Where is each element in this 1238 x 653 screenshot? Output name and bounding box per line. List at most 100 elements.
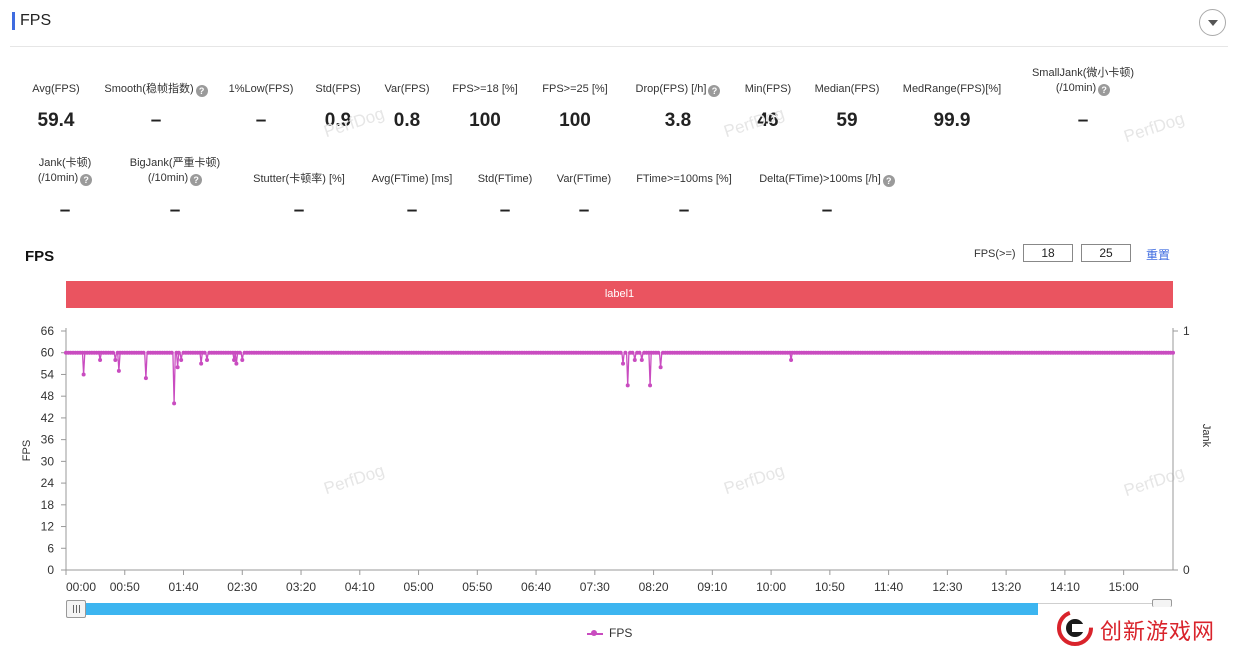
reset-button[interactable]: 重置 — [1146, 248, 1171, 262]
data-point-dip — [234, 361, 239, 366]
metric-value: 3.8 — [664, 110, 692, 131]
range-slider-selection[interactable] — [75, 603, 1038, 615]
metric-label: Avg(FTime) [ms] — [371, 173, 453, 185]
y-axis-title: FPS — [21, 440, 33, 461]
metric-label: MedRange(FPS)[%] — [902, 83, 1002, 95]
fps-line-chart: 0 6 12 18 24 30 36 42 48 54 60 66 0 1 00:00 00:50 01:40 0… — [21, 324, 1212, 594]
slider-handle-right[interactable] — [1152, 599, 1172, 607]
threshold-input-2[interactable] — [1081, 244, 1131, 262]
x-tick-label: 14:10 — [1050, 580, 1080, 594]
x-tick-label: 05:50 — [462, 580, 492, 594]
data-point-dip — [625, 383, 630, 388]
data-point-dip — [240, 357, 245, 362]
y-tick-label: 24 — [41, 476, 55, 490]
metric-label: Var(FPS) — [384, 83, 430, 95]
metric-label: FPS>=25 [%] — [542, 83, 608, 95]
section-title: FPS — [20, 12, 52, 29]
metric-label: FPS>=18 [%] — [452, 83, 518, 95]
y2-tick-label: 0 — [1183, 563, 1190, 577]
help-icon[interactable]: ? — [882, 175, 895, 187]
x-tick-label: 11:40 — [874, 580, 903, 594]
metric-medrange-fps: MedRange(FPS)[%] 99.9 — [896, 82, 1008, 131]
metric-value: 59.4 — [37, 110, 75, 131]
metric-label: FTime>=100ms [%] — [636, 173, 732, 185]
metric-drop-fps: Drop(FPS) [/h]? 3.8 — [626, 82, 730, 131]
threshold-input-1[interactable] — [1023, 244, 1073, 262]
data-point-dip — [81, 372, 86, 377]
metric-label: Drop(FPS) [/h] — [635, 83, 707, 95]
x-tick-label: 01:40 — [169, 580, 199, 594]
data-point-dip — [179, 357, 184, 362]
metric-label: Median(FPS) — [814, 83, 880, 95]
range-slider-track[interactable] — [1038, 603, 1168, 615]
x-tick-label: 07:30 — [580, 580, 610, 594]
data-point-dip — [143, 376, 148, 381]
metric-label: SmallJank(微小卡顿) — [1031, 67, 1135, 79]
metric-value: 100 — [469, 110, 501, 131]
help-icon[interactable]: ? — [1098, 84, 1111, 96]
metric-smalljank: SmallJank(微小卡顿) (/10min)? – — [1020, 66, 1146, 131]
section-accent-bar — [12, 12, 15, 30]
metric-var-fps: Var(FPS) 0.8 — [376, 82, 438, 131]
collapse-button[interactable] — [1199, 9, 1226, 36]
help-icon[interactable]: ? — [195, 85, 208, 97]
x-tick-label: 00:50 — [110, 580, 140, 594]
site-watermark-logo: 创新游戏网 — [1056, 608, 1231, 648]
label-bar[interactable]: label1 — [66, 281, 1173, 308]
metric-label: 1%Low(FPS) — [228, 83, 294, 95]
metric-std-ftime: Std(FTime) – — [470, 172, 540, 221]
metric-stutter: Stutter(卡顿率) [%] – — [244, 172, 354, 221]
metric-label: Stutter(卡顿率) [%] — [253, 173, 345, 185]
metric-value: 100 — [559, 110, 591, 131]
y2-axis-title: Jank — [1200, 424, 1212, 448]
metric-fps-ge-18: FPS>=18 [%] 100 — [446, 82, 524, 131]
brand-logo-icon — [1057, 610, 1093, 646]
chart-title: FPS — [25, 248, 55, 265]
metric-fps-ge-25: FPS>=25 [%] 100 — [535, 82, 615, 131]
metric-label-unit: (/10min) — [37, 172, 79, 184]
y-tick-label: 48 — [41, 389, 55, 403]
data-point-dip — [232, 357, 237, 362]
data-point-dip — [98, 357, 103, 362]
data-point-dip — [789, 357, 794, 362]
metric-label: Jank(卡顿) — [38, 157, 92, 169]
data-point-dip — [648, 383, 653, 388]
metric-label: Std(FPS) — [315, 83, 361, 95]
metric-value: – — [59, 200, 71, 221]
y2-tick-label: 1 — [1183, 324, 1190, 338]
metric-value: – — [578, 200, 590, 221]
metric-label: Avg(FPS) — [32, 83, 80, 95]
y-tick-label: 54 — [41, 367, 55, 381]
help-icon[interactable]: ? — [190, 174, 203, 186]
metric-value: – — [678, 200, 690, 221]
metric-label-unit: (/10min) — [147, 172, 189, 184]
metric-std-fps: Std(FPS) 0.9 — [308, 82, 368, 131]
data-point-dip — [172, 401, 177, 406]
data-point-dip — [632, 357, 637, 362]
data-point-dip — [658, 365, 663, 370]
metric-label: Min(FPS) — [744, 83, 792, 95]
metric-label: BigJank(严重卡顿) — [129, 157, 221, 169]
metric-ftime-ge-100ms: FTime>=100ms [%] – — [628, 172, 740, 221]
x-tick-label: 13:20 — [991, 580, 1021, 594]
slider-handle-left[interactable] — [66, 600, 86, 618]
metric-1pct-low: 1%Low(FPS) – — [222, 82, 300, 131]
legend-item-fps[interactable]: FPS — [587, 626, 632, 640]
metric-jank: Jank(卡顿) (/10min)? – — [20, 156, 110, 221]
brand-text: 创新游戏网 — [1100, 620, 1216, 645]
x-tick-label: 00:00 — [66, 580, 96, 594]
help-icon[interactable]: ? — [80, 174, 93, 186]
metric-value: – — [1077, 110, 1089, 131]
x-tick-label: 10:00 — [756, 580, 786, 594]
x-tick-label: 06:40 — [521, 580, 551, 594]
data-point-dip — [621, 361, 626, 366]
legend-line-marker-icon — [587, 629, 603, 639]
metric-median-fps: Median(FPS) 59 — [808, 82, 886, 131]
fps-section-header: FPS — [10, 9, 1228, 47]
help-icon[interactable]: ? — [708, 85, 721, 97]
metric-value: 99.9 — [933, 110, 971, 131]
metric-value: 0.9 — [324, 110, 352, 131]
data-point-dip — [113, 357, 118, 362]
data-point-dip — [199, 361, 204, 366]
metric-label-unit: (/10min) — [1055, 82, 1097, 94]
